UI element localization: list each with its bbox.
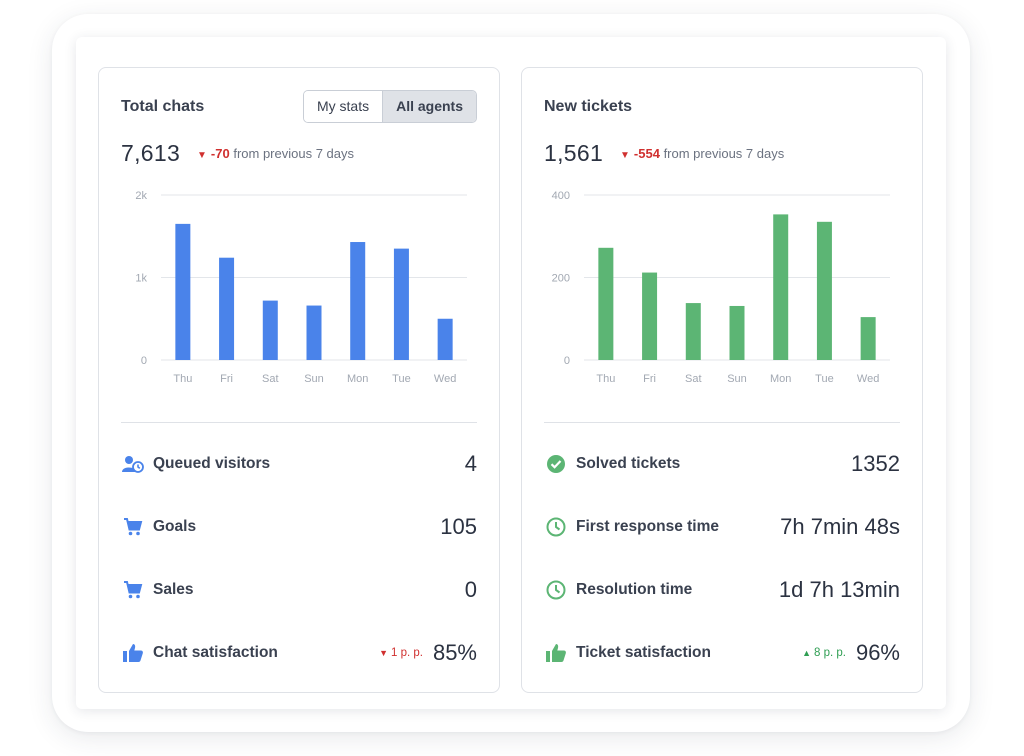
delta-summary: ▼ -70 from previous 7 days (197, 146, 354, 161)
y-tick-label: 1k (135, 273, 147, 285)
check-circle-icon (544, 452, 568, 476)
delta-value: -70 (210, 146, 230, 161)
stat-label: Goals (153, 518, 197, 535)
y-tick-label: 200 (552, 273, 570, 285)
total-chats-bar-chart: 2k 1k 0 Thu Fri Sat Sun Mon Tue Wed (135, 190, 467, 385)
y-tick-label: 400 (552, 190, 570, 202)
stat-label: Chat satisfaction (153, 644, 278, 661)
x-tick-label: Tue (815, 373, 834, 385)
divider (121, 422, 477, 423)
stat-row-first-response-time: First response time 7h 7min 48s (544, 512, 900, 542)
delta-text: from previous 7 days (663, 146, 785, 161)
thumbs-up-icon (544, 641, 568, 665)
bar (685, 303, 701, 360)
change-value: 8 p. p. (813, 647, 846, 659)
clock-icon (544, 578, 568, 602)
stat-label: Resolution time (576, 581, 693, 598)
total-chats-card: Total chats My stats All agents 7,613 ▼ -… (98, 67, 500, 693)
x-tick-label: Thu (596, 373, 615, 385)
queued-visitors-icon (121, 452, 145, 476)
card-title: New tickets (544, 98, 633, 115)
new-tickets-bar-chart: 400 200 0 Thu Fri Sat Sun Mon Tue Wed (552, 190, 890, 385)
stat-value: 1d 7h 13min (778, 577, 900, 602)
satisfaction-change: ▼ 1 p. p. (379, 647, 423, 659)
stat-row-queued-visitors: Queued visitors 4 (121, 449, 477, 479)
x-tick-label: Sun (304, 373, 324, 385)
thumbs-up-icon (121, 641, 145, 665)
bar (175, 223, 191, 360)
stat-row-ticket-satisfaction: Ticket satisfaction ▲ 8 p. p. 96% (544, 638, 900, 668)
x-tick-label: Mon (347, 373, 368, 385)
down-arrow-icon: ▼ (197, 150, 207, 161)
stat-row-resolution-time: Resolution time 1d 7h 13min (544, 575, 900, 605)
total-count: 1,561 (544, 140, 604, 166)
stat-row-sales: Sales 0 (121, 575, 477, 605)
stats-scope-toggle: My stats All agents (302, 90, 477, 123)
x-tick-label: Sat (262, 373, 279, 385)
x-tick-label: Fri (220, 373, 233, 385)
x-tick-label: Sat (685, 373, 702, 385)
x-tick-label: Tue (392, 373, 411, 385)
stat-value: 105 (440, 514, 477, 539)
stat-value: 7h 7min 48s (780, 514, 900, 539)
stat-row-chat-satisfaction: Chat satisfaction ▼ 1 p. p. 85% (121, 638, 477, 668)
stat-label: Queued visitors (153, 455, 271, 472)
satisfaction-change: ▲ 8 p. p. (802, 647, 846, 659)
stat-label: Sales (153, 581, 194, 598)
stat-value: 85% (432, 640, 477, 665)
bar (219, 257, 235, 360)
y-tick-label: 0 (141, 355, 147, 367)
y-tick-label: 2k (135, 190, 147, 202)
up-triangle-icon: ▲ (802, 648, 811, 658)
bar (306, 305, 322, 360)
bar (350, 242, 366, 360)
stat-label: First response time (576, 518, 719, 535)
x-tick-label: Thu (173, 373, 192, 385)
stat-value: 1352 (851, 451, 900, 476)
down-triangle-icon: ▼ (379, 648, 388, 658)
bar (262, 300, 278, 360)
y-tick-label: 0 (564, 355, 570, 367)
stat-label: Solved tickets (576, 455, 681, 472)
my-stats-button[interactable]: My stats (303, 91, 383, 122)
bar (598, 247, 614, 360)
stat-value: 0 (464, 577, 477, 602)
x-tick-label: Sun (727, 373, 747, 385)
bar (642, 272, 658, 360)
bar (773, 214, 789, 360)
bar (816, 221, 832, 360)
x-tick-label: Wed (857, 373, 879, 385)
cart-icon (121, 578, 145, 602)
all-agents-button[interactable]: All agents (382, 91, 476, 122)
change-value: 1 p. p. (390, 647, 423, 659)
card-title: Total chats (121, 98, 205, 115)
clock-icon (544, 515, 568, 539)
stat-row-goals: Goals 105 (121, 512, 477, 542)
bar (437, 318, 453, 360)
divider (544, 422, 900, 423)
x-tick-label: Fri (643, 373, 656, 385)
cart-icon (121, 515, 145, 539)
delta-summary: ▼ -554 from previous 7 days (620, 146, 784, 161)
down-arrow-icon: ▼ (620, 150, 630, 161)
delta-value: -554 (633, 146, 660, 161)
bar (860, 317, 876, 360)
stat-value: 4 (464, 451, 477, 476)
bar (393, 248, 409, 360)
delta-text: from previous 7 days (233, 146, 354, 161)
x-tick-label: Mon (770, 373, 791, 385)
new-tickets-card: New tickets 1,561 ▼ -554 from previous 7 … (521, 67, 923, 693)
total-count: 7,613 (121, 140, 181, 166)
bar (729, 305, 745, 360)
stat-row-solved-tickets: Solved tickets 1352 (544, 449, 900, 479)
stat-value: 96% (855, 640, 900, 665)
x-tick-label: Wed (434, 373, 456, 385)
stat-label: Ticket satisfaction (576, 644, 711, 661)
